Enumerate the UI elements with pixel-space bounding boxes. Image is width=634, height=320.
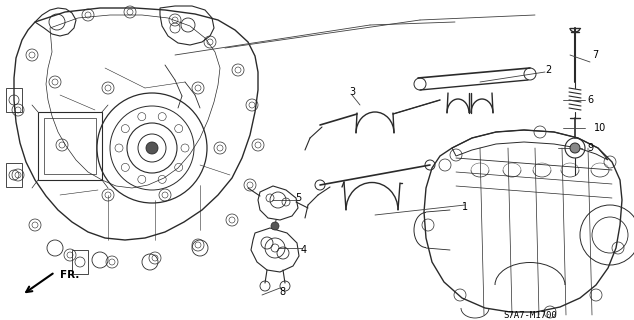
Circle shape <box>570 143 580 153</box>
Text: 1: 1 <box>462 202 468 212</box>
Bar <box>38 112 102 180</box>
Circle shape <box>271 222 279 230</box>
Text: 10: 10 <box>594 123 606 133</box>
Text: 2: 2 <box>545 65 551 75</box>
Text: 5: 5 <box>295 193 301 203</box>
Text: 6: 6 <box>587 95 593 105</box>
Bar <box>44 118 96 174</box>
Text: 3: 3 <box>349 87 355 97</box>
Text: S7A7-M1700: S7A7-M1700 <box>503 311 557 320</box>
Text: 7: 7 <box>592 50 598 60</box>
Text: FR.: FR. <box>60 270 79 280</box>
Text: 8: 8 <box>279 287 285 297</box>
Text: 9: 9 <box>587 143 593 153</box>
Text: 4: 4 <box>301 245 307 255</box>
Circle shape <box>146 142 158 154</box>
